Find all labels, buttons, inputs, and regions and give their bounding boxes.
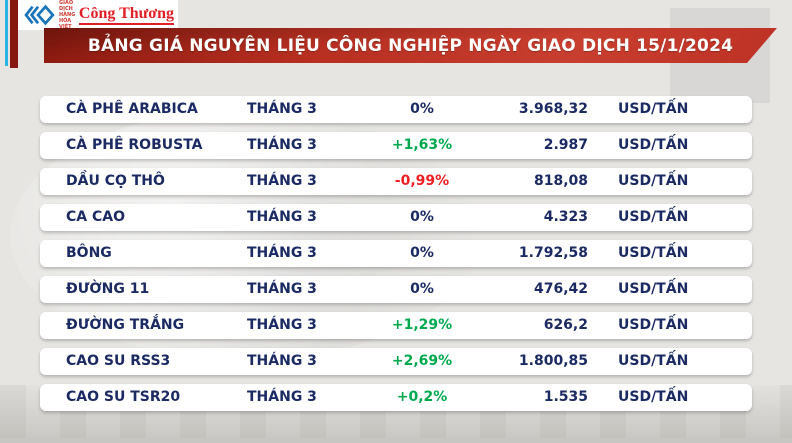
left-accent-stripe-red bbox=[10, 0, 18, 68]
price-value: 626,2 bbox=[543, 317, 588, 333]
price-unit: USD/TẤN bbox=[618, 245, 689, 261]
page-title: BẢNG GIÁ NGUYÊN LIỆU CÔNG NGHIỆP NGÀY GI… bbox=[87, 35, 734, 56]
price-value: 1.535 bbox=[543, 389, 588, 405]
price-value: 4.323 bbox=[543, 209, 588, 225]
change-percent: +1,29% bbox=[391, 317, 453, 333]
bottom-edge-strip bbox=[0, 438, 792, 443]
table-row: DẦU CỌ THÔ THÁNG 3 -0,99% 818,08 USD/TẤN bbox=[40, 168, 752, 195]
exchange-name-line2: HÀNG HÓA bbox=[59, 12, 76, 24]
price-unit: USD/TẤN bbox=[618, 101, 689, 117]
change-percent: 0% bbox=[410, 245, 434, 261]
contract-month: THÁNG 3 bbox=[247, 389, 317, 405]
table-row: ĐƯỜNG 11 THÁNG 3 0% 476,42 USD/TẤN bbox=[40, 276, 752, 303]
commodity-name: CA CAO bbox=[66, 209, 125, 225]
commodity-name: CÀ PHÊ ARABICA bbox=[66, 101, 198, 117]
price-unit: USD/TẤN bbox=[618, 317, 689, 333]
exchange-name-line1: SỞ GIAO DỊCH bbox=[59, 0, 74, 12]
table-row: CÀ PHÊ ARABICA THÁNG 3 0% 3.968,32 USD/T… bbox=[40, 96, 752, 123]
change-percent: 0% bbox=[410, 281, 434, 297]
left-accent-stripe-cyan bbox=[5, 0, 8, 66]
commodity-name: DẦU CỌ THÔ bbox=[66, 173, 165, 189]
change-percent: 0% bbox=[410, 209, 434, 225]
contract-month: THÁNG 3 bbox=[247, 137, 317, 153]
price-value: 3.968,32 bbox=[518, 101, 588, 117]
congthuong-masthead: Công Thương bbox=[78, 5, 174, 25]
commodity-name: CAO SU TSR20 bbox=[66, 389, 181, 405]
contract-month: THÁNG 3 bbox=[247, 101, 317, 117]
commodity-name: ĐƯỜNG TRẮNG bbox=[66, 317, 185, 333]
commodity-name: ĐƯỜNG 11 bbox=[66, 281, 150, 297]
price-unit: USD/TẤN bbox=[618, 209, 689, 225]
contract-month: THÁNG 3 bbox=[247, 353, 317, 369]
contract-month: THÁNG 3 bbox=[247, 209, 317, 225]
commodity-name: CAO SU RSS3 bbox=[66, 353, 171, 369]
table-row: BÔNG THÁNG 3 0% 1.792,58 USD/TẤN bbox=[40, 240, 752, 267]
price-value: 476,42 bbox=[533, 281, 588, 297]
price-unit: USD/TẤN bbox=[618, 353, 689, 369]
change-percent: +0,2% bbox=[396, 389, 448, 405]
table-row: CAO SU TSR20 THÁNG 3 +0,2% 1.535 USD/TẤN bbox=[40, 384, 752, 411]
table-row: CAO SU RSS3 THÁNG 3 +2,69% 1.800,85 USD/… bbox=[40, 348, 752, 375]
price-unit: USD/TẤN bbox=[618, 173, 689, 189]
change-percent: -0,99% bbox=[394, 173, 450, 189]
commodity-name: CÀ PHÊ ROBUSTA bbox=[66, 137, 203, 153]
price-value: 818,08 bbox=[533, 173, 588, 189]
table-row: ĐƯỜNG TRẮNG THÁNG 3 +1,29% 626,2 USD/TẤN bbox=[40, 312, 752, 339]
price-value: 1.800,85 bbox=[518, 353, 588, 369]
contract-month: THÁNG 3 bbox=[247, 245, 317, 261]
price-unit: USD/TẤN bbox=[618, 281, 689, 297]
title-banner: BẢNG GIÁ NGUYÊN LIỆU CÔNG NGHIỆP NGÀY GI… bbox=[44, 28, 777, 63]
price-table: CÀ PHÊ ARABICA THÁNG 3 0% 3.968,32 USD/T… bbox=[40, 96, 752, 420]
price-value: 1.792,58 bbox=[518, 245, 588, 261]
change-percent: +2,69% bbox=[391, 353, 453, 369]
table-row: CA CAO THÁNG 3 0% 4.323 USD/TẤN bbox=[40, 204, 752, 231]
contract-month: THÁNG 3 bbox=[247, 281, 317, 297]
price-unit: USD/TẤN bbox=[618, 389, 689, 405]
table-row: CÀ PHÊ ROBUSTA THÁNG 3 +1,63% 2.987 USD/… bbox=[40, 132, 752, 159]
commodity-name: BÔNG bbox=[66, 245, 112, 261]
price-unit: USD/TẤN bbox=[618, 137, 689, 153]
price-value: 2.987 bbox=[543, 137, 588, 153]
contract-month: THÁNG 3 bbox=[247, 317, 317, 333]
logo-strip: SỞ GIAO DỊCH HÀNG HÓA VIỆT NAM Công Thươ… bbox=[18, 0, 178, 36]
change-percent: +1,63% bbox=[391, 137, 453, 153]
change-percent: 0% bbox=[410, 101, 434, 117]
mxv-diamonds-icon bbox=[22, 3, 56, 27]
contract-month: THÁNG 3 bbox=[247, 173, 317, 189]
